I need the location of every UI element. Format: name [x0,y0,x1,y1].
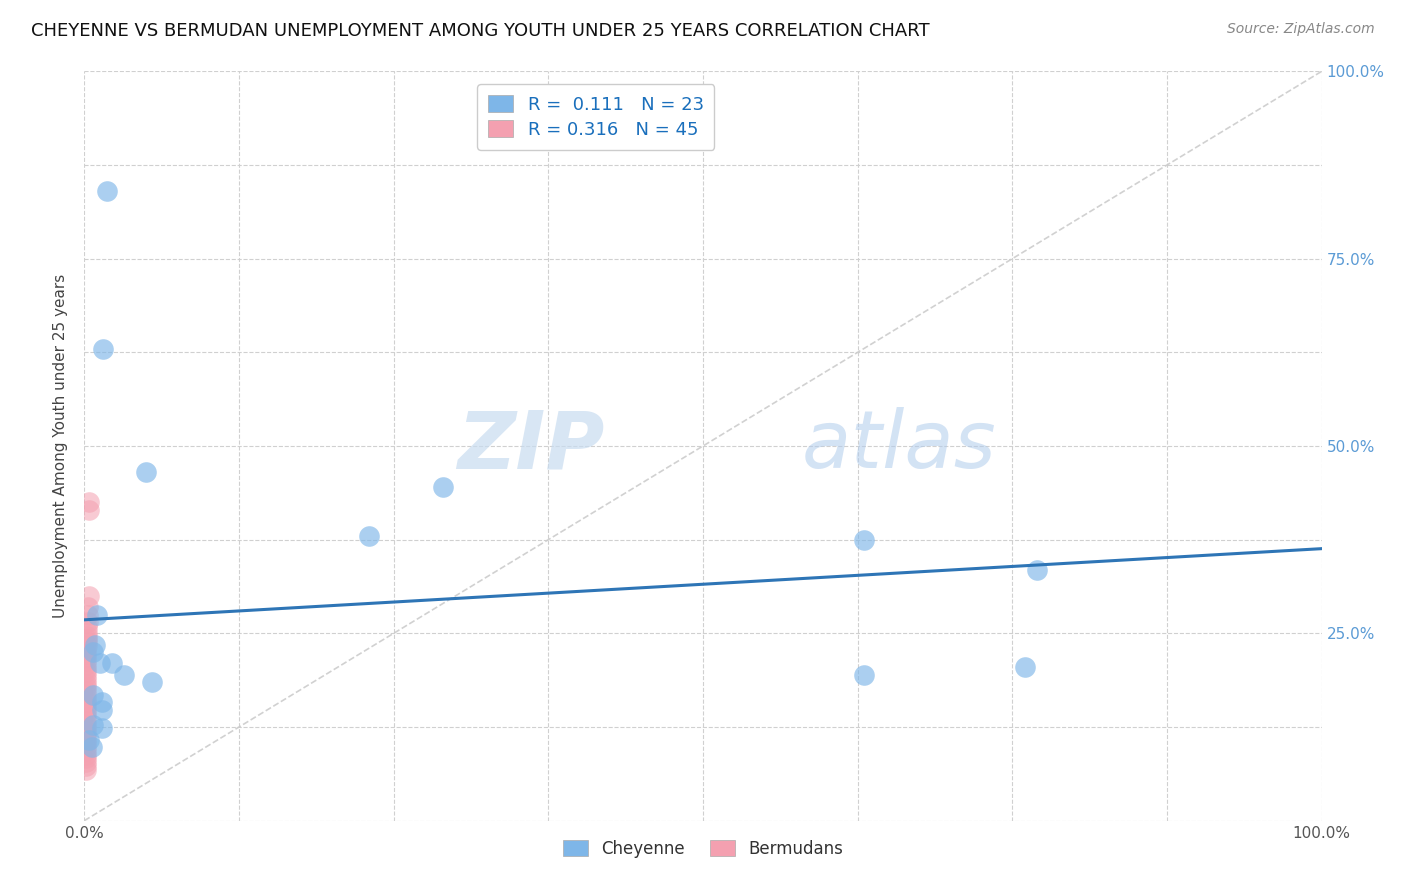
Point [76,635,98,649]
Point [77,615,100,629]
Point [75,665,97,680]
Point [852,667,875,681]
Point [90,722,112,736]
Point [79,732,101,747]
Point [135,465,157,479]
Point [77,600,100,615]
Point [112,667,135,681]
Point [91,342,114,356]
Point [76,624,98,639]
Point [100,657,122,671]
Point [75,676,97,690]
Point [357,529,380,543]
Point [77,607,100,622]
Point [75,710,97,724]
Point [79,495,101,509]
Text: Source: ZipAtlas.com: Source: ZipAtlas.com [1227,22,1375,37]
Point [75,736,97,750]
Point [75,647,97,661]
Text: CHEYENNE VS BERMUDAN UNEMPLOYMENT AMONG YOUTH UNDER 25 YEARS CORRELATION CHART: CHEYENNE VS BERMUDAN UNEMPLOYMENT AMONG … [31,22,929,40]
Point [75,722,97,736]
Point [1014,660,1036,674]
Text: atlas: atlas [801,407,997,485]
Point [75,657,97,672]
Point [75,706,97,721]
Point [75,680,97,694]
Point [75,763,97,777]
Point [852,533,875,547]
Point [75,740,97,755]
Point [80,740,103,755]
Point [75,650,97,665]
Point [75,661,97,675]
Point [75,751,97,765]
Point [75,684,97,698]
Point [75,747,97,762]
Point [141,675,163,690]
Point [79,589,101,603]
Point [82,688,104,702]
Point [1026,563,1049,577]
Point [86,607,108,622]
Point [76,639,98,653]
Point [432,480,454,494]
Point [75,759,97,773]
Point [75,642,97,657]
Point [75,691,97,706]
Point [75,669,97,683]
Point [82,717,104,731]
Point [75,673,97,687]
Text: ZIP: ZIP [457,407,605,485]
Point [75,654,97,668]
Point [76,620,98,634]
Point [76,632,98,647]
Point [82,645,104,659]
Point [75,703,97,717]
Point [90,703,112,717]
Point [75,732,97,747]
Point [76,629,98,643]
Point [90,695,112,709]
Point [75,729,97,743]
Point [75,717,97,731]
Y-axis label: Unemployment Among Youth under 25 years: Unemployment Among Youth under 25 years [53,274,69,618]
Point [84,638,107,652]
Legend: Cheyenne, Bermudans: Cheyenne, Bermudans [557,833,849,864]
Point [75,725,97,739]
Point [89,657,111,671]
Point [75,755,97,769]
Point [75,695,97,709]
Point [75,698,97,713]
Point [96,184,118,198]
Point [75,688,97,702]
Point [75,714,97,728]
Point [75,744,97,758]
Point [79,502,101,516]
